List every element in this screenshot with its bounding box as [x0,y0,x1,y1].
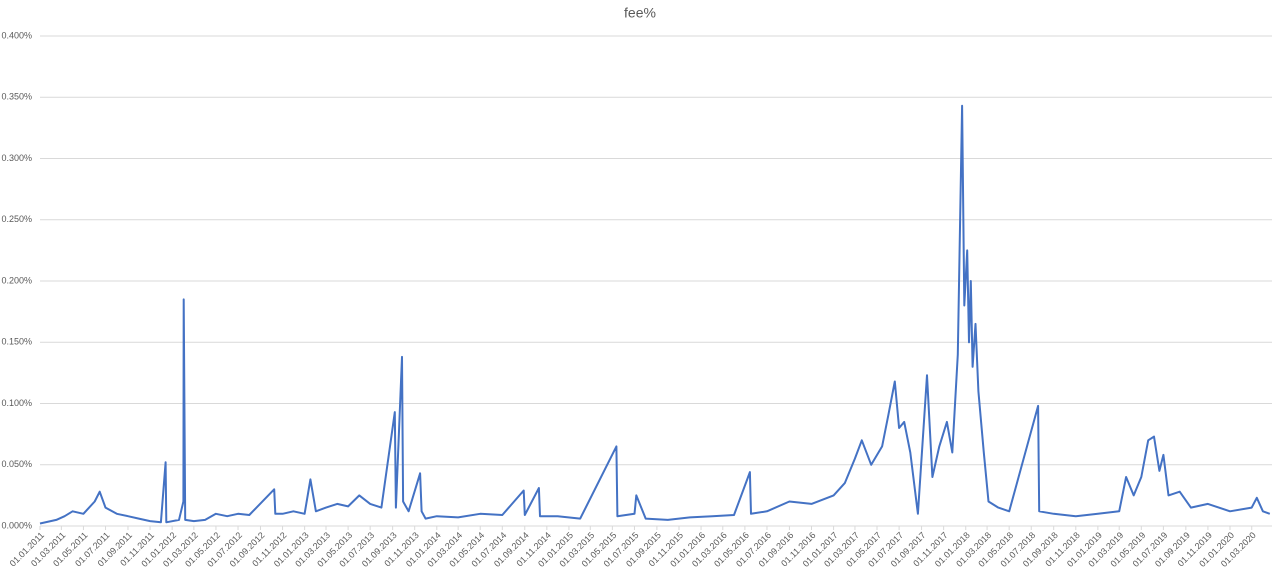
y-tick-label: 0.250% [1,214,32,224]
y-tick-label: 0.300% [1,153,32,163]
y-tick-label: 0.150% [1,337,32,347]
line-series [39,104,1271,525]
y-tick-label: 0.050% [1,459,32,469]
y-tick-label: 0.000% [1,520,32,530]
y-tick-label: 0.350% [1,92,32,102]
chart-title: fee% [624,5,656,21]
y-tick-label: 0.200% [1,275,32,285]
y-tick-label: 0.400% [1,30,32,40]
y-tick-label: 0.100% [1,398,32,408]
